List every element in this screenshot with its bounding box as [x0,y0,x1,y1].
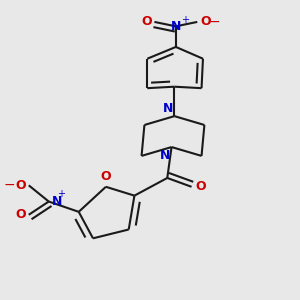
Text: −: − [3,178,15,192]
Text: N: N [171,20,181,33]
Text: N: N [160,148,170,161]
Text: O: O [100,170,111,183]
Text: +: + [181,15,189,25]
Text: O: O [141,15,152,28]
Text: +: + [57,189,65,199]
Text: O: O [15,179,26,192]
Text: O: O [200,15,211,28]
Text: −: − [208,15,220,29]
Text: N: N [163,102,173,115]
Text: N: N [52,195,62,208]
Text: O: O [15,208,26,221]
Text: O: O [196,180,206,193]
